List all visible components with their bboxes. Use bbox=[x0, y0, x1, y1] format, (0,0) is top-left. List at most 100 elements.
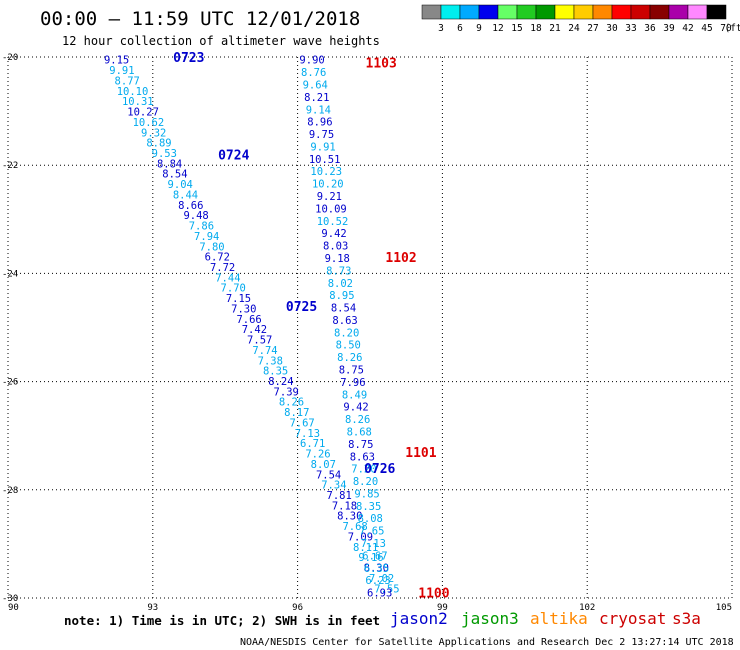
swh-value: 7.09 bbox=[348, 531, 373, 543]
swh-value: 9.14 bbox=[306, 104, 331, 116]
swh-value: 10.10 bbox=[117, 86, 149, 98]
swh-value: 8.66 bbox=[178, 200, 203, 212]
swh-value: 7.02 bbox=[369, 573, 394, 585]
swh-value: 8.20 bbox=[353, 476, 378, 488]
swh-value: 8.75 bbox=[348, 439, 373, 451]
swh-value: 7.55 bbox=[374, 583, 399, 595]
swh-value: 8.02 bbox=[328, 278, 353, 290]
swh-value: 9.04 bbox=[168, 179, 193, 191]
swh-value: 8.17 bbox=[284, 407, 309, 419]
plot-grid bbox=[7, 56, 733, 599]
swh-value: 9.90 bbox=[299, 55, 324, 67]
swh-value: 8.49 bbox=[342, 389, 367, 401]
satellite-legend-entry: jason3 bbox=[461, 609, 519, 628]
color-swatch bbox=[516, 4, 537, 20]
chart-title: 00:00 – 11:59 UTC 12/01/2018 bbox=[40, 8, 360, 30]
swh-value: 10.62 bbox=[133, 117, 165, 129]
swh-value: 8.08 bbox=[358, 513, 383, 525]
swh-value: 8.63 bbox=[332, 315, 357, 327]
pass-time-label: 1101 bbox=[405, 446, 436, 461]
swh-data-marks: 9.159.918.7710.1010.3110.2710.629.328.89… bbox=[104, 55, 400, 600]
swh-value: 8.63 bbox=[350, 451, 375, 463]
color-swatch bbox=[535, 4, 556, 20]
swh-value: 7.13 bbox=[361, 538, 386, 550]
color-scale-label: 3 bbox=[438, 23, 444, 34]
axis-ticks: 90 93 96 99 102 105 -20 -22 -24 -26 -28 -30 bbox=[2, 53, 732, 613]
swh-value: 8.54 bbox=[162, 169, 187, 181]
color-scale-label: 6 bbox=[457, 23, 463, 34]
color-swatch bbox=[649, 4, 670, 20]
color-scale-label: 21 bbox=[549, 23, 561, 34]
color-scale-label: 45 bbox=[701, 23, 712, 34]
swh-value: 7.86 bbox=[189, 221, 214, 233]
swh-value: 8.26 bbox=[345, 414, 370, 426]
swh-value: 10.09 bbox=[315, 203, 347, 215]
x-tick-label: 90 bbox=[8, 603, 19, 613]
swh-value: 6.93 bbox=[367, 588, 392, 600]
swh-value: 10.27 bbox=[127, 107, 159, 119]
x-tick-label: 105 bbox=[716, 603, 732, 613]
swh-value: 6.23 bbox=[365, 575, 390, 587]
swh-value: 7.13 bbox=[295, 428, 320, 440]
color-swatch bbox=[573, 4, 594, 20]
swh-value: 8.24 bbox=[268, 376, 293, 388]
swh-value: 8.30 bbox=[337, 511, 362, 523]
swh-value: 8.26 bbox=[337, 352, 362, 364]
swh-value: 9.15 bbox=[104, 55, 129, 67]
footer-credit: NOAA/NESDIS Center for Satellite Applica… bbox=[240, 637, 734, 648]
color-scale-label: (ft) bbox=[725, 23, 740, 34]
swh-value: 6.72 bbox=[205, 252, 230, 264]
swh-value: 9.18 bbox=[325, 253, 350, 265]
swh-value: 9.16 bbox=[358, 552, 383, 564]
swh-value: 7.26 bbox=[305, 449, 330, 461]
swh-value: 7.15 bbox=[226, 293, 251, 305]
color-scale-label: 12 bbox=[492, 23, 503, 34]
swh-value: 9.53 bbox=[152, 148, 177, 160]
satellite-legend-entry: s3a bbox=[672, 609, 701, 628]
y-tick-label: -22 bbox=[2, 161, 18, 171]
pass-time-label: 1102 bbox=[385, 251, 416, 266]
swh-value: 7.20 bbox=[351, 464, 376, 476]
swh-value: 6.35 bbox=[364, 563, 389, 575]
swh-value: 7.44 bbox=[215, 272, 240, 284]
swh-value: 7.74 bbox=[252, 345, 277, 357]
swh-value: 7.18 bbox=[332, 500, 357, 512]
pass-time-label: 0724 bbox=[218, 148, 249, 163]
color-scale-label: 30 bbox=[606, 23, 618, 34]
color-swatch bbox=[687, 4, 708, 20]
color-scale-label: 36 bbox=[644, 23, 656, 34]
swh-value: 10.20 bbox=[312, 179, 344, 191]
swh-value: 8.50 bbox=[336, 340, 361, 352]
color-swatch bbox=[497, 4, 518, 20]
color-scale-label: 27 bbox=[587, 23, 598, 34]
pass-time-label: 0723 bbox=[173, 51, 204, 66]
swh-value: 9.91 bbox=[310, 141, 335, 153]
swh-value: 7.67 bbox=[289, 417, 314, 429]
y-tick-label: -20 bbox=[2, 53, 18, 63]
swh-value: 8.26 bbox=[279, 397, 304, 409]
color-scale-label: 24 bbox=[568, 23, 580, 34]
satellite-legend-entry: cryosat bbox=[599, 609, 666, 628]
y-tick-label: -28 bbox=[2, 486, 18, 496]
swh-value: 7.72 bbox=[210, 262, 235, 274]
swh-value: 7.65 bbox=[359, 526, 384, 538]
swh-value: 7.54 bbox=[316, 469, 341, 481]
color-swatch bbox=[592, 4, 613, 20]
color-scale-label: 70 bbox=[720, 23, 732, 34]
swh-value: 8.76 bbox=[301, 67, 326, 79]
swh-value: 7.80 bbox=[199, 241, 224, 253]
swh-value: 10.51 bbox=[309, 154, 341, 166]
x-tick-label: 102 bbox=[579, 603, 595, 613]
color-swatch bbox=[440, 4, 461, 20]
swh-value: 9.48 bbox=[183, 210, 208, 222]
satellite-legend-entry: jason2 bbox=[390, 609, 448, 628]
swh-value: 9.42 bbox=[343, 402, 368, 414]
pass-time-label: 1100 bbox=[418, 587, 449, 602]
swh-value: 9.64 bbox=[303, 79, 328, 91]
color-swatch bbox=[706, 4, 727, 20]
swh-value: 8.95 bbox=[329, 290, 354, 302]
pass-time-labels: 0723 0724 0725 0726 1103 1102 1101 1100 bbox=[173, 51, 450, 602]
swh-value: 9.21 bbox=[317, 191, 342, 203]
swh-value: 8.84 bbox=[157, 158, 182, 170]
